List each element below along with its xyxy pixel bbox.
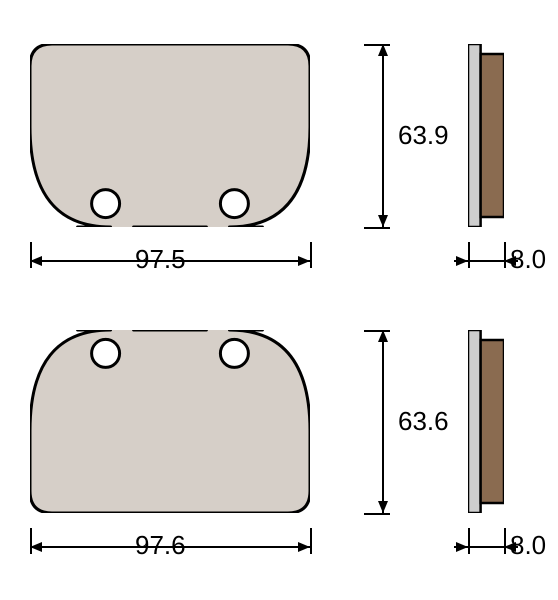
pad-front bbox=[30, 330, 310, 513]
dim-height-label: 63.9 bbox=[398, 120, 449, 151]
dim-width-label: 97.5 bbox=[135, 244, 186, 275]
pad-side bbox=[468, 44, 504, 227]
dim-height-label: 63.6 bbox=[398, 406, 449, 437]
pad-side bbox=[468, 330, 504, 513]
dim-thickness-label: 8.0 bbox=[510, 530, 546, 561]
brake-pad-diagram: 97.5 63.9 8.0 97.6 63.6 8.0 bbox=[0, 0, 558, 600]
dim-width-label: 97.6 bbox=[135, 530, 186, 561]
dim-thickness-label: 8.0 bbox=[510, 244, 546, 275]
pad-front bbox=[30, 44, 310, 227]
